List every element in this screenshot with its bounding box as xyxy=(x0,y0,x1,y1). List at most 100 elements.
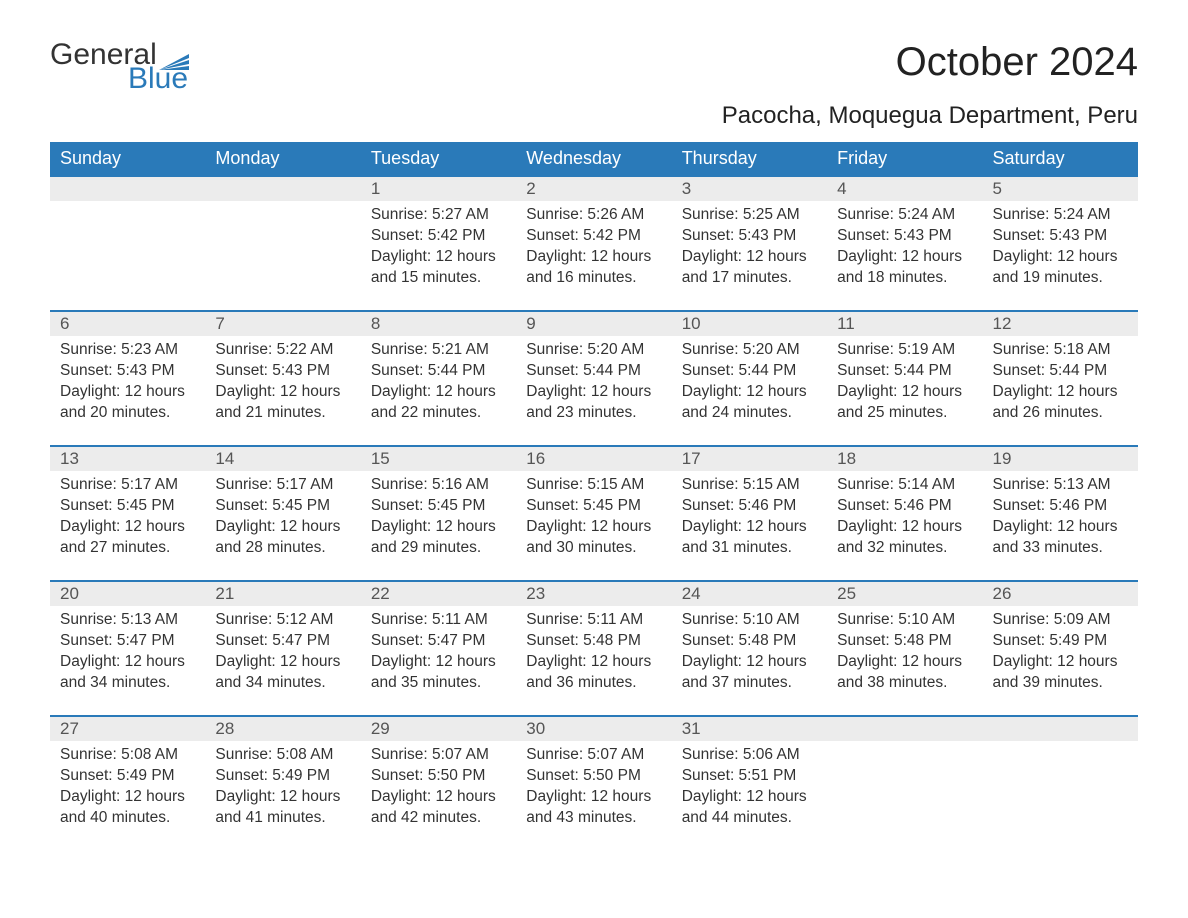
day-number: 20 xyxy=(60,584,79,603)
day-number: 5 xyxy=(993,179,1002,198)
day-number-cell: 28 xyxy=(205,716,360,741)
sunset-line: Sunset: 5:50 PM xyxy=(526,766,661,787)
day-detail-cell: Sunrise: 5:23 AMSunset: 5:43 PMDaylight:… xyxy=(50,336,205,446)
sunset-line: Sunset: 5:48 PM xyxy=(526,631,661,652)
sunset-line: Sunset: 5:46 PM xyxy=(682,496,817,517)
sunrise-line: Sunrise: 5:17 AM xyxy=(60,475,195,496)
calendar-daynum-row: 2728293031 xyxy=(50,716,1138,741)
day-detail-cell: Sunrise: 5:15 AMSunset: 5:46 PMDaylight:… xyxy=(672,471,827,581)
sunset-line: Sunset: 5:42 PM xyxy=(526,226,661,247)
day-number: 3 xyxy=(682,179,691,198)
day-number: 8 xyxy=(371,314,380,333)
sunset-line: Sunset: 5:47 PM xyxy=(215,631,350,652)
day-number: 1 xyxy=(371,179,380,198)
sunrise-line: Sunrise: 5:15 AM xyxy=(682,475,817,496)
daylight-line: Daylight: 12 hours and 28 minutes. xyxy=(215,517,350,559)
day-number-cell: 12 xyxy=(983,311,1138,336)
sunset-line: Sunset: 5:47 PM xyxy=(371,631,506,652)
day-number: 11 xyxy=(837,314,855,333)
sunrise-line: Sunrise: 5:24 AM xyxy=(993,205,1128,226)
daylight-line: Daylight: 12 hours and 34 minutes. xyxy=(60,652,195,694)
day-detail-cell: Sunrise: 5:13 AMSunset: 5:47 PMDaylight:… xyxy=(50,606,205,716)
sunrise-line: Sunrise: 5:08 AM xyxy=(215,745,350,766)
sunrise-line: Sunrise: 5:19 AM xyxy=(837,340,972,361)
day-number: 10 xyxy=(682,314,701,333)
day-detail-cell: Sunrise: 5:11 AMSunset: 5:47 PMDaylight:… xyxy=(361,606,516,716)
day-detail-cell: Sunrise: 5:21 AMSunset: 5:44 PMDaylight:… xyxy=(361,336,516,446)
day-detail-cell: Sunrise: 5:18 AMSunset: 5:44 PMDaylight:… xyxy=(983,336,1138,446)
sunrise-line: Sunrise: 5:06 AM xyxy=(682,745,817,766)
logo: General Blue xyxy=(50,40,189,94)
sunrise-line: Sunrise: 5:20 AM xyxy=(526,340,661,361)
daylight-line: Daylight: 12 hours and 31 minutes. xyxy=(682,517,817,559)
day-detail-cell: Sunrise: 5:22 AMSunset: 5:43 PMDaylight:… xyxy=(205,336,360,446)
day-detail-cell: Sunrise: 5:08 AMSunset: 5:49 PMDaylight:… xyxy=(205,741,360,851)
day-number-cell: 10 xyxy=(672,311,827,336)
day-detail-cell: Sunrise: 5:08 AMSunset: 5:49 PMDaylight:… xyxy=(50,741,205,851)
day-header: Tuesday xyxy=(361,142,516,176)
day-detail-cell: Sunrise: 5:13 AMSunset: 5:46 PMDaylight:… xyxy=(983,471,1138,581)
calendar-detail-row: Sunrise: 5:17 AM Sunset: 5:45 PM Daylight:… xyxy=(50,471,1138,581)
day-detail-cell: Sunrise: 5:20 AMSunset: 5:44 PMDaylight:… xyxy=(516,336,671,446)
day-number: 17 xyxy=(682,449,701,468)
day-number: 26 xyxy=(993,584,1012,603)
daylight-line: Daylight: 12 hours and 17 minutes. xyxy=(682,247,817,289)
sunset-line: Sunset: 5:47 PM xyxy=(60,631,195,652)
sunset-line: Sunset: 5:42 PM xyxy=(371,226,506,247)
sunrise-line: Sunrise: 5:07 AM xyxy=(371,745,506,766)
daylight-line: Daylight: 12 hours and 39 minutes. xyxy=(993,652,1128,694)
sunset-line: Sunset: 5:44 PM xyxy=(682,361,817,382)
sunrise-line: Sunrise: 5:20 AM xyxy=(682,340,817,361)
sunrise-line: Sunrise: 5:17 AM xyxy=(215,475,350,496)
sunset-line: Sunset: 5:48 PM xyxy=(682,631,817,652)
day-number: 15 xyxy=(371,449,390,468)
daylight-line: Daylight: 12 hours and 43 minutes. xyxy=(526,787,661,829)
calendar-detail-row: Sunrise: 5:23 AMSunset: 5:43 PMDaylight:… xyxy=(50,336,1138,446)
day-detail-cell xyxy=(205,201,360,311)
daylight-line: Daylight: 12 hours and 38 minutes. xyxy=(837,652,972,694)
sunset-line: Sunset: 5:50 PM xyxy=(371,766,506,787)
calendar-table: Sunday Monday Tuesday Wednesday Thursday… xyxy=(50,142,1138,851)
day-number-cell: 15 xyxy=(361,446,516,471)
day-number: 29 xyxy=(371,719,390,738)
day-number: 7 xyxy=(215,314,224,333)
sunset-line: Sunset: 5:43 PM xyxy=(60,361,195,382)
day-number-cell: 25 xyxy=(827,581,982,606)
calendar-daynum-row: 20212223242526 xyxy=(50,581,1138,606)
sunset-line: Sunset: 5:45 PM xyxy=(371,496,506,517)
day-number: 21 xyxy=(215,584,234,603)
daylight-line: Daylight: 12 hours and 27 minutes. xyxy=(60,517,195,559)
sunrise-line: Sunrise: 5:13 AM xyxy=(993,475,1128,496)
sunrise-line: Sunrise: 5:18 AM xyxy=(993,340,1128,361)
daylight-line: Daylight: 12 hours and 21 minutes. xyxy=(215,382,350,424)
day-number-cell: 19 xyxy=(983,446,1138,471)
calendar-daynum-row: 6789101112 xyxy=(50,311,1138,336)
sunset-line: Sunset: 5:44 PM xyxy=(526,361,661,382)
day-detail-cell xyxy=(983,741,1138,851)
day-number-cell xyxy=(827,716,982,741)
day-number-cell: 7 xyxy=(205,311,360,336)
day-number-cell: 17 xyxy=(672,446,827,471)
sunrise-line: Sunrise: 5:09 AM xyxy=(993,610,1128,631)
header: General Blue October 2024 xyxy=(50,40,1138,94)
day-header-row: Sunday Monday Tuesday Wednesday Thursday… xyxy=(50,142,1138,176)
day-number: 24 xyxy=(682,584,701,603)
sunset-line: Sunset: 5:43 PM xyxy=(837,226,972,247)
day-number-cell: 13 xyxy=(50,446,205,471)
calendar-daynum-row: 13141516171819 xyxy=(50,446,1138,471)
day-number-cell xyxy=(205,176,360,201)
calendar-daynum-row: 12345 xyxy=(50,176,1138,201)
sunset-line: Sunset: 5:43 PM xyxy=(682,226,817,247)
day-number-cell: 21 xyxy=(205,581,360,606)
daylight-line: Daylight: 12 hours and 44 minutes. xyxy=(682,787,817,829)
day-header: Saturday xyxy=(983,142,1138,176)
day-header: Sunday xyxy=(50,142,205,176)
day-number: 16 xyxy=(526,449,545,468)
day-number: 14 xyxy=(215,449,234,468)
daylight-line: Daylight: 12 hours and 26 minutes. xyxy=(993,382,1128,424)
day-number: 31 xyxy=(682,719,701,738)
day-detail-cell: Sunrise: 5:26 AMSunset: 5:42 PMDaylight:… xyxy=(516,201,671,311)
sunrise-line: Sunrise: 5:26 AM xyxy=(526,205,661,226)
sunset-line: Sunset: 5:43 PM xyxy=(993,226,1128,247)
day-number-cell: 5 xyxy=(983,176,1138,201)
